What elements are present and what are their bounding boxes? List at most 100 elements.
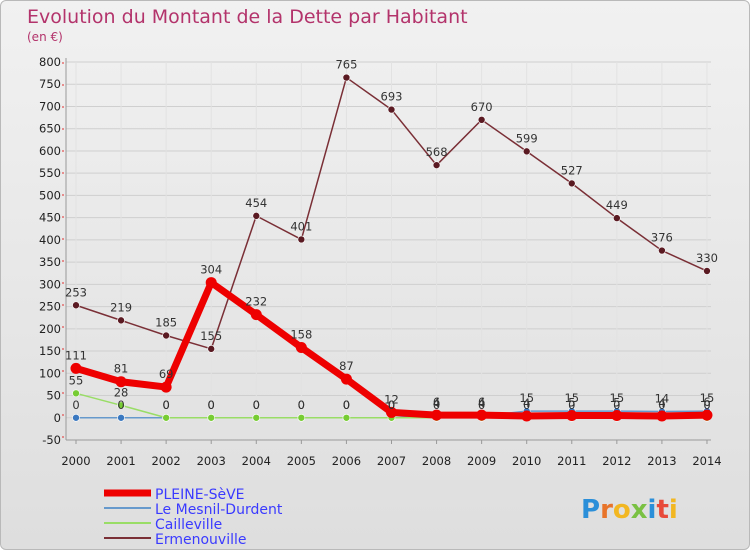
legend-label-0: PLEINE-SèVE xyxy=(155,487,245,503)
data-label-1-2000: 0 xyxy=(72,398,79,412)
y-tick-label-450: 450 xyxy=(39,211,61,225)
data-point-3-2008 xyxy=(431,409,443,421)
data-label-3-2011: 5 xyxy=(568,396,575,410)
data-point-2-2006 xyxy=(342,413,351,422)
data-label-2-2009: 0 xyxy=(478,398,485,412)
data-label-0-2008: 568 xyxy=(426,145,448,159)
data-point-0-2000 xyxy=(72,301,80,310)
data-label-2-2007: 0 xyxy=(388,398,395,412)
data-label-2-2014: 0 xyxy=(703,398,710,412)
data-label-0-2011: 527 xyxy=(561,163,583,177)
y-tick-label-600: 600 xyxy=(39,144,61,158)
data-point-3-2006 xyxy=(340,373,352,385)
x-tick-label-2012: 2012 xyxy=(602,454,631,468)
data-point-2-2000 xyxy=(72,389,80,398)
data-label-1-2013: 14 xyxy=(655,392,670,406)
data-label-2-2005: 0 xyxy=(298,398,305,412)
y-tick-label-650: 650 xyxy=(39,122,61,136)
y-tick-label-350: 350 xyxy=(39,255,61,269)
series-0 xyxy=(72,73,711,353)
logo-letter: t xyxy=(656,495,668,525)
data-point-2-2005 xyxy=(297,413,306,422)
chart-title: Evolution du Montant de la Dette par Hab… xyxy=(27,6,468,28)
y-tick-label-400: 400 xyxy=(39,233,61,247)
x-tick-label-2013: 2013 xyxy=(647,454,676,468)
data-point-2-2001 xyxy=(117,401,125,410)
data-labels: 2532191851554544017656935686705995274493… xyxy=(65,58,718,412)
data-point-2-2004 xyxy=(252,413,261,422)
x-tick-label-2001: 2001 xyxy=(106,454,135,468)
data-label-3-2003: 304 xyxy=(200,263,222,277)
data-label-1-2011: 15 xyxy=(564,391,579,405)
legend-label-2: Cailleville xyxy=(155,517,222,533)
data-label-3-2005: 158 xyxy=(290,328,312,342)
data-label-0-2000: 253 xyxy=(65,285,87,299)
data-point-0-2014 xyxy=(703,267,711,275)
data-point-3-2003 xyxy=(205,277,217,289)
data-point-3-2004 xyxy=(250,309,262,321)
data-label-3-2004: 232 xyxy=(245,295,267,309)
data-label-2-2010: 0 xyxy=(523,398,530,412)
x-tick-label-2000: 2000 xyxy=(61,454,90,468)
data-label-1-2007: 0 xyxy=(388,398,395,412)
data-point-0-2009 xyxy=(477,116,486,124)
y-axis-unit-label: (en €) xyxy=(27,30,63,44)
data-label-2-2012: 0 xyxy=(613,398,620,412)
data-point-3-2002 xyxy=(160,381,172,393)
data-point-0-2001 xyxy=(117,316,125,325)
x-tick-label-2006: 2006 xyxy=(332,454,361,468)
data-point-3-2014 xyxy=(701,409,713,421)
data-point-3-2001 xyxy=(115,376,127,388)
data-label-0-2003: 155 xyxy=(200,329,222,343)
data-label-3-2010: 4 xyxy=(523,396,530,410)
data-label-3-2006: 87 xyxy=(339,359,354,373)
y-tick-label-200: 200 xyxy=(39,322,61,336)
proxiti-logo: Proxiti xyxy=(581,495,678,525)
data-point-0-2010 xyxy=(522,147,531,156)
data-label-1-2012: 15 xyxy=(610,391,625,405)
data-label-0-2007: 693 xyxy=(381,90,403,104)
data-label-0-2009: 670 xyxy=(471,100,493,114)
y-tick-label-0: 0 xyxy=(54,411,61,425)
x-tick-label-2004: 2004 xyxy=(242,454,271,468)
logo-letter: r xyxy=(600,495,613,525)
data-point-2-2002 xyxy=(162,413,170,422)
data-label-0-2014: 330 xyxy=(696,251,718,265)
data-label-0-2013: 376 xyxy=(651,231,673,245)
data-point-3-2005 xyxy=(295,342,307,354)
data-label-0-2002: 185 xyxy=(155,315,177,329)
x-tick-label-2002: 2002 xyxy=(151,454,180,468)
logo-text: Proxiti xyxy=(581,495,678,525)
data-label-2-2004: 0 xyxy=(253,398,260,412)
data-label-0-2006: 765 xyxy=(335,58,357,72)
data-point-0-2003 xyxy=(207,345,216,353)
data-label-0-2010: 599 xyxy=(516,131,538,145)
data-point-0-2012 xyxy=(613,214,621,222)
logo-letter: P xyxy=(581,495,600,525)
data-label-2-2008: 0 xyxy=(433,398,440,412)
x-tick-label-2014: 2014 xyxy=(692,454,721,468)
logo-letter: i xyxy=(648,495,657,525)
x-tick-label-2005: 2005 xyxy=(287,454,316,468)
series-3 xyxy=(70,277,713,422)
data-label-0-2012: 449 xyxy=(606,198,628,212)
y-tick-label--50: -50 xyxy=(42,433,61,447)
data-label-1-2008: 4 xyxy=(433,396,440,410)
data-label-1-2003: 0 xyxy=(208,398,215,412)
data-label-3-2013: 4 xyxy=(658,396,665,410)
data-label-2-2003: 0 xyxy=(208,398,215,412)
y-tick-label-500: 500 xyxy=(39,188,61,202)
y-tick-label-50: 50 xyxy=(46,389,61,403)
x-tick-label-2007: 2007 xyxy=(377,454,406,468)
y-tick-label-550: 550 xyxy=(39,166,61,180)
data-label-1-2001: 0 xyxy=(117,398,124,412)
data-point-0-2013 xyxy=(658,246,666,255)
data-label-2-2013: 0 xyxy=(658,398,665,412)
data-point-0-2011 xyxy=(567,179,576,188)
data-label-2-2002: 0 xyxy=(162,398,169,412)
data-label-3-2007: 12 xyxy=(384,392,399,406)
y-tick-label-150: 150 xyxy=(39,344,61,358)
data-label-3-2014: 6 xyxy=(703,395,710,409)
